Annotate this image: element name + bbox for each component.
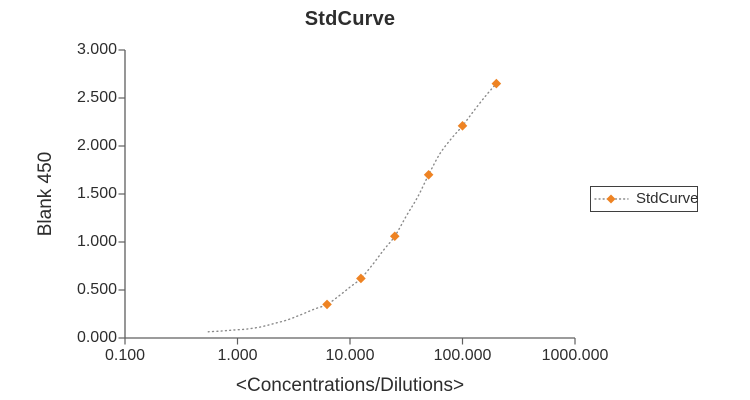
x-tick-label: 100.000 <box>433 347 492 364</box>
y-tick-label: 0.500 <box>76 281 117 298</box>
data-point-marker <box>322 299 332 310</box>
x-tick-label: 1.000 <box>217 347 258 364</box>
data-point-marker <box>491 78 502 89</box>
y-tick-label: 2.000 <box>76 137 117 154</box>
legend: StdCurve <box>590 186 699 212</box>
x-tick-label: 0.100 <box>104 347 146 364</box>
legend-swatch <box>594 194 629 204</box>
y-tick-label: 1.000 <box>76 233 117 250</box>
legend-diamond-icon <box>606 194 616 204</box>
y-tick-label: 3.000 <box>76 41 117 58</box>
x-tick-label: 1000.000 <box>541 347 609 364</box>
data-point-marker <box>457 121 468 131</box>
stdcurve-fit-line <box>207 82 498 333</box>
data-point-marker <box>356 273 366 284</box>
data-point-marker <box>389 231 400 242</box>
data-point-marker <box>423 170 434 180</box>
chart-title: StdCurve <box>304 8 396 30</box>
x-axis-title: <Concentrations/Dilutions> <box>235 375 465 396</box>
x-tick-label: 10.000 <box>325 347 375 364</box>
y-tick-label: 2.500 <box>76 89 117 106</box>
y-tick-label: 1.500 <box>76 185 117 202</box>
legend-label: StdCurve <box>636 190 699 207</box>
y-tick-label: 0.000 <box>76 329 117 346</box>
